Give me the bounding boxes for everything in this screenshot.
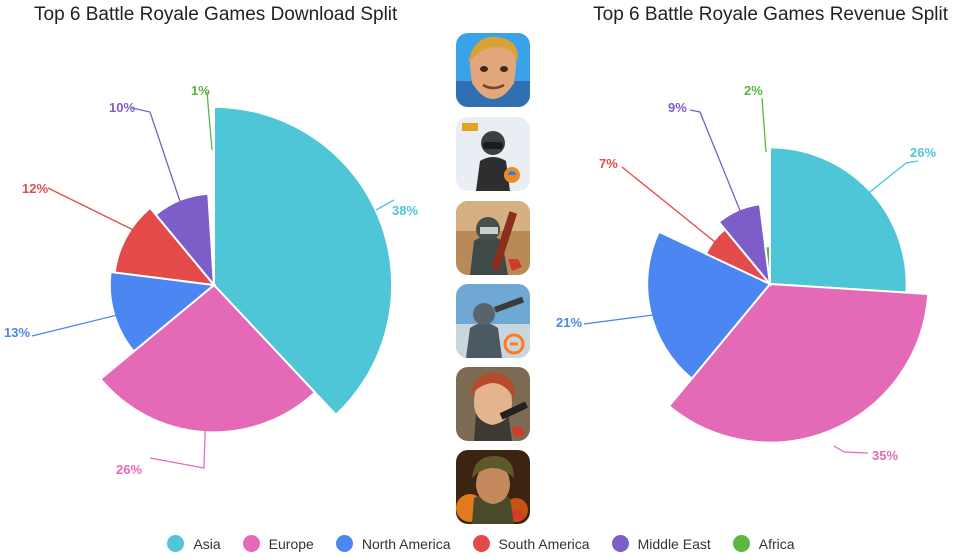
leader-line-north-america xyxy=(583,311,677,325)
download-split-chart: apptopia38%26%13%12%10%1% xyxy=(4,83,418,477)
data-label-south-america: 12% xyxy=(22,181,48,196)
survivor-royale-icon xyxy=(456,450,530,524)
legend-item-asia: Asia xyxy=(167,535,221,552)
data-label-middle-east: 10% xyxy=(109,100,135,115)
slice-north-america xyxy=(646,230,772,381)
leader-line-middle-east xyxy=(131,107,196,247)
slice-middle-east xyxy=(154,192,216,289)
slice-north-america xyxy=(108,270,217,353)
slice-africa xyxy=(764,245,771,285)
download-split-title: Top 6 Battle Royale Games Download Split xyxy=(34,4,398,25)
leader-line-europe xyxy=(833,445,869,454)
data-label-middle-east: 9% xyxy=(668,100,687,115)
legend-item-north-america: North America xyxy=(335,535,451,552)
knives-out-icon xyxy=(456,201,530,275)
leader-line-north-america xyxy=(31,303,163,337)
rules-of-survival-icon xyxy=(456,367,530,441)
legend-label: Middle East xyxy=(637,535,711,552)
data-label-asia: 38% xyxy=(392,203,418,218)
revenue-split-chart: apptopia26%35%21%7%9%2% xyxy=(556,83,936,463)
legend-swatch xyxy=(611,535,629,552)
legend-swatch xyxy=(167,535,185,552)
fortnite-icon xyxy=(456,33,530,107)
data-label-south-america: 7% xyxy=(599,156,618,171)
slice-asia xyxy=(213,105,394,417)
slice-south-america xyxy=(113,206,217,287)
leader-line-africa xyxy=(761,97,767,153)
legend-label: Europe xyxy=(268,535,314,552)
data-label-africa: 1% xyxy=(191,83,210,98)
legend-label: North America xyxy=(361,535,451,552)
data-label-europe: 26% xyxy=(116,462,142,477)
pubg-mobile-icon xyxy=(456,117,530,191)
legend-swatch xyxy=(472,535,490,552)
slice-asia xyxy=(769,146,908,294)
leader-line-asia xyxy=(859,160,919,201)
free-fire-icon xyxy=(456,284,530,358)
legend-swatch xyxy=(242,535,260,552)
leader-line-south-america xyxy=(47,187,183,255)
data-label-north-america: 21% xyxy=(556,315,582,330)
legend: Asia Europe North America South America Midd… xyxy=(0,535,962,552)
legend-item-south-america: South America xyxy=(472,535,590,552)
leader-line-africa xyxy=(206,91,213,151)
legend-label: Asia xyxy=(193,535,221,552)
leader-line-south-america xyxy=(621,166,752,272)
data-label-europe: 35% xyxy=(872,448,898,463)
legend-item-europe: Europe xyxy=(242,535,314,552)
legend-item-africa: Africa xyxy=(732,535,795,552)
legend-label: South America xyxy=(498,535,590,552)
leader-line-asia xyxy=(375,199,395,211)
slice-africa xyxy=(211,255,215,286)
leader-line-europe xyxy=(149,399,207,469)
slice-middle-east xyxy=(717,203,772,288)
data-label-north-america: 13% xyxy=(4,325,30,340)
data-label-asia: 26% xyxy=(910,145,936,160)
leader-line-middle-east xyxy=(689,109,757,251)
legend-item-middle-east: Middle East xyxy=(611,535,711,552)
legend-swatch xyxy=(732,535,750,552)
legend-swatch xyxy=(335,535,353,552)
legend-label: Africa xyxy=(758,535,795,552)
data-label-africa: 2% xyxy=(744,83,763,98)
revenue-split-title: Top 6 Battle Royale Games Revenue Split xyxy=(593,4,948,25)
slice-europe xyxy=(667,282,930,444)
